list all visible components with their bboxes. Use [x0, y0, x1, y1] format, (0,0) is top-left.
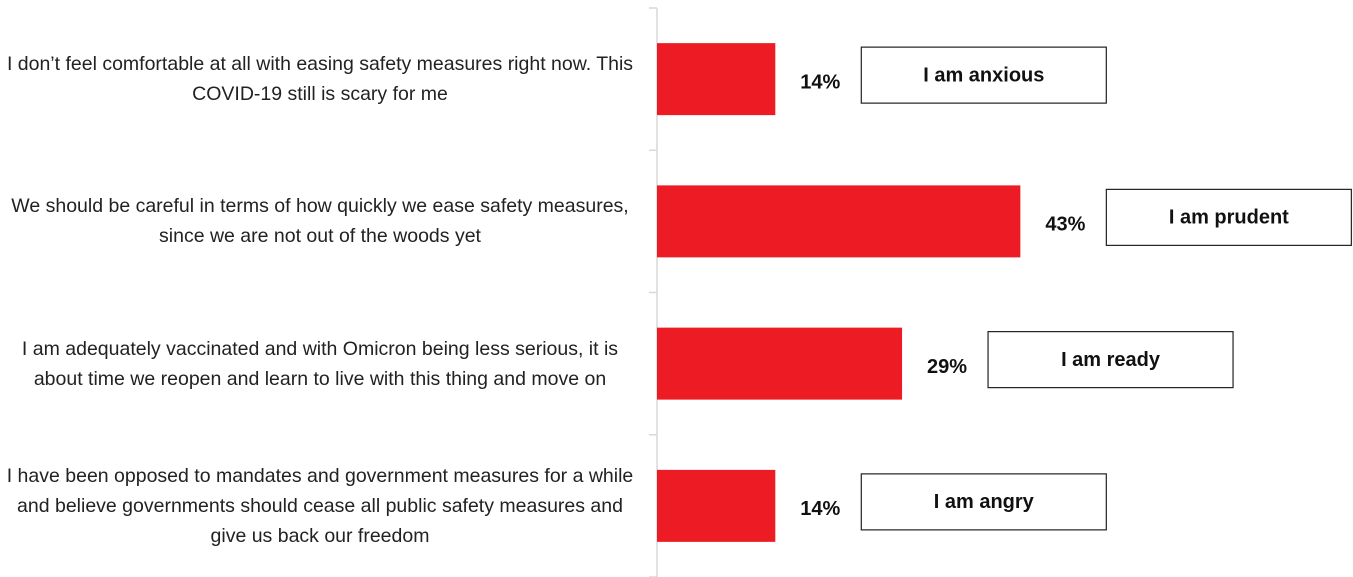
annotation-box [860, 473, 1107, 531]
annotation: I am ready [1061, 349, 1161, 371]
annotation-box [1105, 188, 1352, 246]
annotation-box [987, 331, 1234, 389]
bar [657, 469, 776, 542]
annotation: I am anxious [923, 64, 1044, 86]
value-label: 14% [800, 498, 840, 520]
category-label: I have been opposed to mandates and gove… [6, 464, 634, 547]
value-label: 14% [800, 71, 840, 93]
category-label: I don’t feel comfortable at all with eas… [6, 53, 634, 106]
annotation-box [860, 46, 1107, 104]
category-label: I am adequately vaccinated and with Omic… [21, 337, 619, 390]
value-label: 29% [927, 356, 967, 378]
bar [657, 327, 903, 400]
bar [657, 185, 1021, 258]
category-label: We should be careful in terms of how qui… [11, 195, 629, 248]
bar [657, 43, 776, 116]
value-label: 43% [1045, 214, 1085, 236]
annotation: I am angry [934, 491, 1035, 513]
annotation: I am prudent [1169, 207, 1289, 229]
